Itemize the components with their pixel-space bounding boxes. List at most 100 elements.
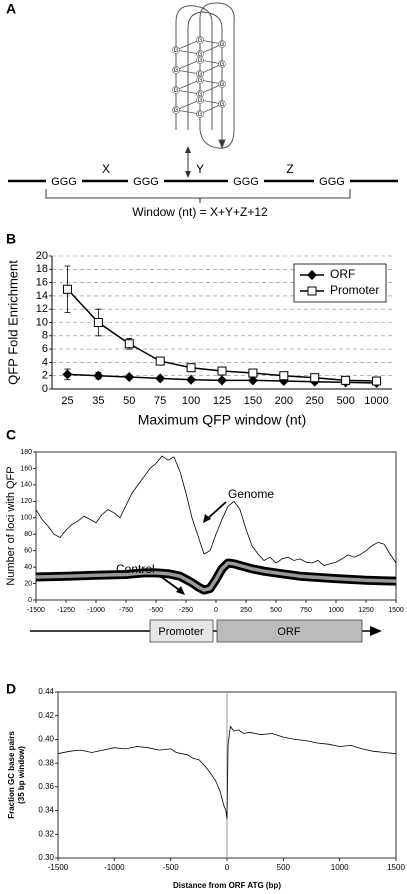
y-tick-label: 0.30 [38,853,54,862]
y-tick-label: 180 [20,449,32,456]
g-base [218,60,226,68]
panel-label: C [6,427,16,443]
y-axis-label: QFP Fold Enrichment [5,260,20,385]
data-point [62,284,72,294]
ggg: GGG [233,176,259,188]
annotation-arrow [205,501,227,521]
x-tick-label: -1250 [57,607,75,614]
x-axis-label: Maximum QFP window (nt) [138,412,307,428]
data-point [372,376,382,386]
g-letter: G [220,102,225,108]
legend-label: ORF [330,267,355,281]
x-tick-label: 1500 [387,863,405,872]
g-base [196,110,204,118]
ggg: GGG [51,176,77,188]
x-tick-label: -250 [179,607,193,614]
g-base [196,56,204,64]
y-tick-label: 14 [36,290,48,302]
g-base [172,66,180,74]
y-tick-label: 16 [36,277,48,289]
x-tick-label: 50 [123,395,135,407]
y-tick-label: 0.32 [38,829,54,838]
control-line [35,561,397,592]
y-tick-label: 4 [42,356,48,368]
window-formula: Window (nt) = X+Y+Z+12 [132,205,268,219]
y-tick-label: 0.42 [38,711,54,720]
g-letter: G [174,108,179,114]
g-base [196,76,204,84]
g-letter: G [174,48,179,54]
y-tick-label: 18 [36,263,48,275]
y-tick-label: 80 [24,531,32,538]
x-tick-label: 0 [225,863,230,872]
x-tick-label: -1500 [27,607,45,614]
data-point [124,339,134,349]
g-letter: G [198,72,203,78]
legend-label: Promoter [330,283,379,297]
g-letter: G [198,38,203,44]
plot-frame [35,451,397,601]
window-bracket [45,189,351,203]
y-tick-label: 8 [42,330,48,342]
x-tick-label: 150 [244,395,262,407]
data-point [217,366,227,376]
x-tick-label: 1000 [328,607,344,614]
legend-marker [307,286,317,296]
data-point [217,375,227,386]
y-tick-label: 0.36 [38,782,54,791]
data-point [155,373,166,384]
annotation: Control [116,562,155,576]
loop-label: X [102,162,110,176]
g-letter: G [198,112,203,118]
x-tick-label: 0 [214,607,218,614]
x-tick-label: -1500 [48,863,69,872]
x-tick-label: 500 [270,607,282,614]
g-base [172,86,180,94]
y-tick-label: 0 [42,383,48,395]
g-letter: G [198,52,203,58]
x-tick-label: -1000 [87,607,105,614]
data-point [124,372,135,383]
annotation: Genome [228,487,274,501]
data-point [62,369,73,380]
gene-label: Promoter [158,626,204,638]
ggg: GGG [133,176,159,188]
y-tick-label: 140 [20,482,32,489]
x-tick-label: 750 [300,607,312,614]
y-tick-label: 20 [24,580,32,587]
y-axis-label: (35 bp window) [17,746,26,804]
x-axis-label: Distance from ORF ATG (bp) [173,881,281,890]
g-letter: G [220,42,225,48]
data-point [248,368,258,378]
y-tick-label: 2 [42,370,48,382]
panel-label: A [6,1,16,17]
data-point [310,373,320,383]
data-point [186,363,196,373]
x-tick-label: 1500 [388,607,404,614]
y-tick-label: 6 [42,343,48,355]
x-tick-label: 500 [277,863,291,872]
x-tick-label: 125 [213,395,231,407]
y-tick-label: 0 [28,597,32,604]
g-base [218,40,226,48]
y-axis-label: Number of loci with QFP [5,466,17,585]
loop-label: Y [196,162,204,176]
x-tick-label: 1250 [358,607,374,614]
x-tick-label: 250 [240,607,252,614]
g-letter: G [198,58,203,64]
g-letter: G [198,92,203,98]
data-point [341,375,351,385]
loop-label: Z [286,162,293,176]
arrow-head [370,626,382,636]
y-tick-label: 160 [20,465,32,472]
g-base [196,36,204,44]
data-point [247,375,258,386]
y-axis-label: Fraction GC base pairs [7,731,16,819]
y-tick-label: 100 [20,515,32,522]
x-tick-label: -1000 [104,863,125,872]
y-tick-label: 40 [24,564,32,571]
g-base [172,46,180,54]
x-tick-label: 25 [61,395,73,407]
promoter-box [149,619,214,643]
